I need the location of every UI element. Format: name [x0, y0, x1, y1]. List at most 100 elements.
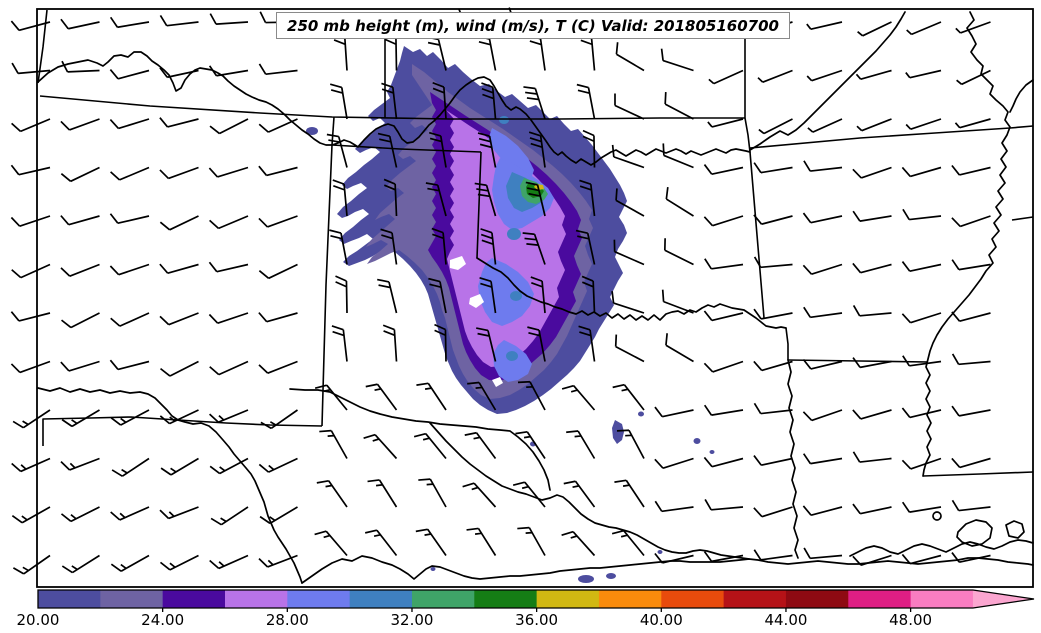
wind-barb [901, 553, 942, 565]
wind-barb [258, 457, 298, 473]
colorbar-tick-label: 36.00 [515, 611, 558, 629]
wind-barb [383, 178, 398, 217]
contour-speck [612, 420, 624, 444]
contour-speck [430, 567, 436, 571]
wind-barb [209, 118, 249, 135]
river-brazos [289, 388, 551, 491]
wind-barb [954, 118, 991, 129]
wind-barb [61, 312, 100, 329]
state-borders [37, 9, 1034, 477]
wind-barb [703, 551, 744, 563]
wind-barb [616, 429, 645, 459]
wind-barb [707, 118, 744, 128]
wind-barb [428, 131, 447, 168]
wind-barb [259, 506, 298, 525]
wind-barb [208, 261, 249, 273]
contour-speck [306, 127, 318, 135]
wind-barb [951, 259, 991, 271]
wind-barb [12, 554, 51, 575]
wind-barb [160, 360, 199, 377]
wind-barb [753, 402, 793, 415]
lake-pontchartrain [956, 519, 993, 547]
wind-barb [365, 383, 398, 411]
contour-speck [693, 438, 701, 444]
wind-barb [367, 479, 398, 508]
wind-barb [431, 227, 447, 265]
contour-hole [469, 294, 484, 308]
wind-barb [951, 457, 991, 469]
wind-barb [11, 118, 51, 133]
wind-barb [335, 275, 348, 314]
wind-barb [159, 117, 199, 128]
wind-barb [314, 384, 348, 411]
wind-barb [662, 143, 694, 169]
wind-barb [432, 81, 447, 120]
wind-barb [757, 69, 793, 83]
wind-barb [60, 360, 100, 372]
wind-barb [906, 21, 942, 36]
wind-barb [110, 166, 150, 181]
wind-barb [418, 478, 447, 508]
wind-barb [802, 453, 843, 465]
wind-barb [209, 215, 249, 230]
colorbar-segment [38, 590, 101, 608]
contour-hole [450, 256, 466, 270]
wind-barb [209, 409, 249, 423]
wind-barb [582, 129, 596, 168]
contour-level-28-patch3 [478, 258, 534, 326]
wind-barb [11, 62, 51, 75]
wind-barb [852, 357, 892, 369]
wind-barb [332, 179, 348, 217]
wind-barb [951, 353, 991, 366]
wind-barb [901, 501, 942, 513]
wind-barb [566, 430, 596, 459]
wind-barb [660, 48, 694, 72]
wind-barb [654, 457, 694, 469]
wind-barb [208, 166, 249, 178]
wind-barb [476, 327, 497, 362]
wind-barb [902, 355, 942, 367]
wind-barb [665, 187, 694, 217]
wind-barb [753, 506, 793, 518]
wind-barb [665, 333, 694, 363]
wind-barb [902, 208, 942, 221]
wind-barb [109, 118, 150, 130]
wind-barb [60, 215, 100, 226]
wind-barb [363, 433, 398, 460]
wind-barb [11, 263, 51, 279]
wind-barb [159, 409, 199, 425]
wind-barb [578, 325, 596, 362]
wind-barb [109, 359, 150, 371]
wind-barb [581, 275, 596, 314]
rivers-coastlines [37, 11, 1034, 584]
wind-barb [654, 552, 694, 564]
wind-barb [955, 21, 991, 34]
wind-barb [209, 360, 249, 376]
wind-barb [464, 431, 497, 460]
wind-barb [613, 239, 645, 266]
wind-barb [466, 527, 497, 556]
wind-barb [258, 360, 298, 374]
wind-barb [703, 404, 744, 416]
wind-barb [905, 118, 942, 131]
colorbar-tick-label: 20.00 [17, 611, 60, 629]
wind-barb [703, 360, 744, 373]
wind-barb [480, 228, 497, 265]
wind-barb [109, 16, 150, 29]
wind-barb [951, 552, 991, 563]
wind-barb [61, 409, 100, 428]
contour-fill-layers [306, 46, 715, 583]
contour-speck [709, 450, 715, 454]
wind-barb [467, 381, 497, 411]
wind-barb [901, 407, 942, 419]
contour-level-30-spot [507, 228, 521, 240]
wind-barb [109, 213, 150, 225]
lake-small [932, 511, 942, 521]
plot-frame [36, 8, 1034, 588]
wind-barb [331, 325, 348, 362]
wind-barb [474, 182, 497, 217]
wind-barb [60, 118, 100, 131]
wind-barb [425, 182, 447, 217]
wind-barb [561, 384, 596, 411]
